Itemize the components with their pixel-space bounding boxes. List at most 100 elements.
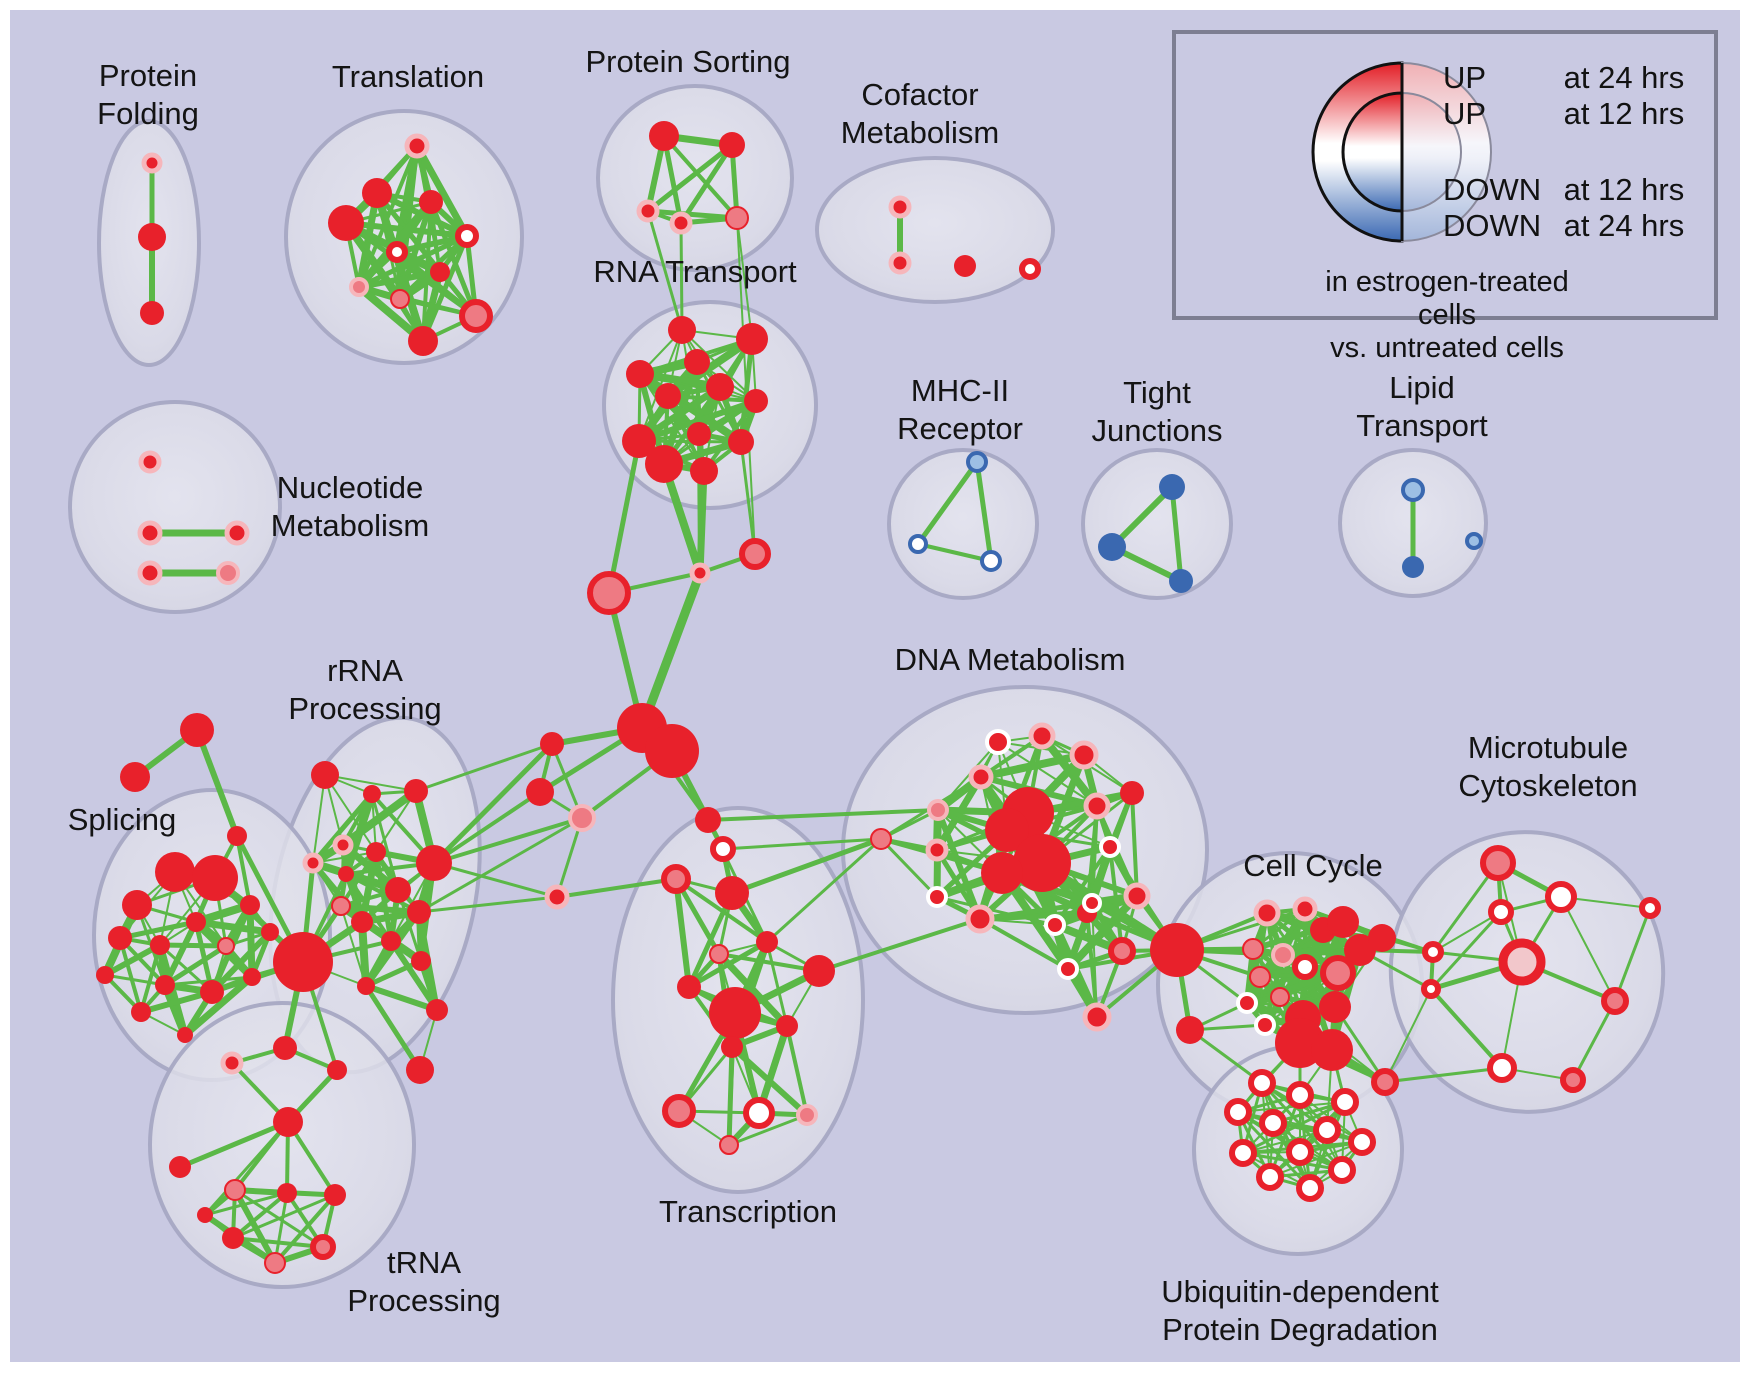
legend-time-up-24: at 24 hrs [1563,60,1685,95]
network-node [719,1135,739,1155]
network-edge [432,790,542,865]
network-node [411,951,431,971]
network-edge [428,199,479,319]
network-edge [555,877,678,899]
network-node [1311,1029,1353,1071]
network-node [349,277,369,297]
network-edge [356,269,443,290]
network-node [408,326,438,356]
network-edge [1109,484,1175,550]
network-edge [192,918,274,936]
network-edge [417,895,559,914]
network-node [217,937,235,955]
legend-glyph [1311,61,1492,243]
network-node [224,520,250,546]
network-edge [203,1120,290,1217]
legend-label-down-12: DOWN [1443,172,1542,207]
network-edge [413,142,471,240]
network-node [390,289,410,309]
network-edge [879,837,939,899]
network-node [715,876,749,910]
network-node [108,926,132,950]
network-node [1120,781,1144,805]
cluster-label-transcription: Transcription [658,1194,838,1230]
network-node [736,323,768,355]
network-edge [273,1193,337,1265]
network-edge [432,816,584,865]
network-node [661,864,691,894]
network-node [430,262,450,282]
cluster-bubble-nucleotide-metabolism [68,400,282,614]
cluster-label-tight-junctions: Tight Junctions [1091,375,1223,448]
network-node [327,1060,347,1080]
network-edge [370,792,400,892]
network-node [1098,533,1126,561]
network-node [150,935,170,955]
network-node [1224,1098,1252,1126]
network-node [526,778,554,806]
network-node [1242,938,1264,960]
network-node [796,1104,818,1126]
cluster-label-rrna-processing: rRNA Processing [288,653,442,726]
network-edge [1130,791,1139,898]
network-edge [162,943,229,988]
network-edge [686,890,735,990]
network-node [180,713,214,747]
network-edge [1383,1066,1504,1084]
network-edge [729,836,884,896]
network-node [1480,845,1516,881]
network-node [1401,478,1425,502]
network-node [216,561,240,585]
legend-row-down-12: DOWN at 12 hrs [1443,172,1684,208]
network-node [636,199,660,223]
network-edge [1384,988,1432,1083]
network-node [332,834,354,856]
network-edge [138,989,215,1015]
network-node [776,1015,798,1037]
network-node [1270,987,1290,1007]
network-node [416,845,452,881]
network-node [224,1179,246,1201]
network-node [689,562,711,584]
cluster-label-nucleotide-metabolism: Nucleotide Metabolism [270,470,430,543]
network-edge [662,134,739,220]
network-edge [639,373,757,402]
network-node [264,1252,286,1274]
cluster-label-ubiquitin-degradation: Ubiquitin-dependent Protein Degradation [1161,1274,1439,1347]
network-node [302,852,324,874]
network-node [357,977,375,995]
network-node [587,571,631,615]
network-edge [660,460,704,577]
network-node [690,457,718,485]
network-node [540,732,564,756]
network-edge [935,895,1057,927]
network-edge [310,791,375,866]
network-node [568,804,596,832]
network-node [756,931,778,953]
network-node [404,133,430,159]
network-node [362,178,392,208]
network-node [1253,899,1281,927]
legend-label-up-12: UP [1443,96,1487,131]
network-node [1313,1116,1341,1144]
network-node [1169,569,1193,593]
network-node [645,724,699,778]
cluster-bubble-protein-sorting [596,84,794,272]
network-node [1292,954,1318,980]
network-edge [363,983,440,1013]
cluster-label-protein-folding: Protein Folding [97,58,199,131]
network-node [155,975,175,995]
network-edge [1560,896,1616,1002]
network-edge [1613,906,1652,1003]
network-edge [432,861,559,899]
network-node [1421,979,1441,999]
network-edge [177,1119,291,1170]
network-edge [666,394,758,403]
cluster-label-translation: Translation [331,59,485,95]
network-node [668,316,696,344]
network-node [455,224,479,248]
network-node [981,852,1023,894]
network-node [1601,987,1629,1015]
network-edge [736,217,756,555]
network-edge [977,751,1088,781]
